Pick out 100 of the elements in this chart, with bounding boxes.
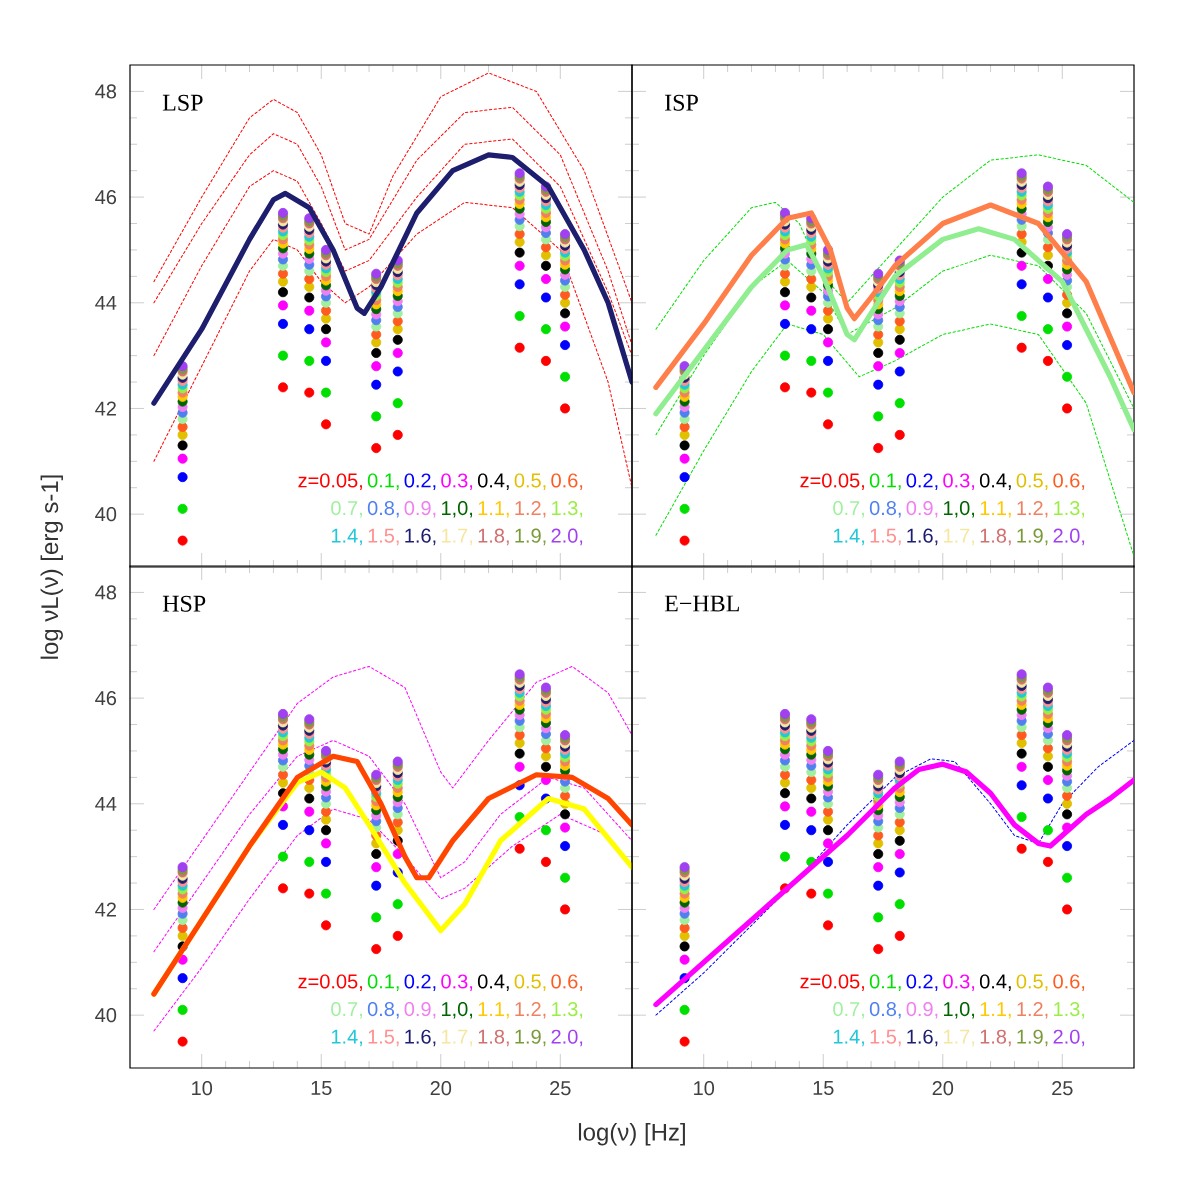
- y-tick-label: 42: [95, 401, 116, 416]
- text: 1.7,: [944, 1029, 975, 1047]
- text: 0.2,: [906, 473, 938, 490]
- text: 1.1,: [478, 501, 509, 518]
- y-tick-label: 48: [95, 585, 117, 600]
- y-tick-label: 48: [95, 84, 117, 99]
- text: 1.1,: [478, 1002, 509, 1019]
- text: 0.8,: [869, 1002, 901, 1019]
- y-tick-label: 42: [95, 902, 116, 917]
- x-tick-label: 10: [192, 1081, 213, 1096]
- text: 0.1,: [367, 974, 399, 991]
- text: 2.0,: [1053, 528, 1085, 546]
- text: 1.8,: [980, 528, 1011, 546]
- text: 2.0,: [551, 528, 583, 546]
- text: 1.5,: [870, 1029, 901, 1047]
- series-label: z=0.05,: [800, 473, 864, 490]
- text: 0.3,: [943, 473, 975, 490]
- text: 0.9,: [906, 1002, 938, 1019]
- text: 0.7,: [833, 1002, 864, 1019]
- x-tick-label: 20: [430, 1081, 452, 1096]
- text: E−HBL: [664, 595, 739, 612]
- text: 0.4,: [979, 974, 1011, 991]
- text: 1.6,: [907, 1029, 938, 1047]
- text: 0.8,: [367, 501, 399, 518]
- text: 0.5,: [514, 473, 546, 490]
- text: 0.6,: [1053, 473, 1085, 490]
- text: 0.3,: [441, 473, 473, 490]
- text: 1,0,: [944, 1002, 975, 1019]
- text: 0.6,: [551, 974, 583, 991]
- x-tick-label: 25: [550, 1081, 571, 1096]
- text: 0.7,: [331, 1002, 362, 1019]
- x-axis-title: log(ν) [Hz]: [578, 1123, 685, 1146]
- text: 0.2,: [404, 473, 436, 490]
- text: 1.6,: [405, 528, 436, 546]
- text: 1.2,: [1017, 501, 1048, 518]
- text: 1.7,: [442, 1029, 473, 1047]
- text: 0.1,: [869, 974, 901, 991]
- series-label: z=0.05,: [298, 974, 362, 991]
- text: 1,0,: [442, 501, 473, 518]
- text: 0.9,: [404, 501, 436, 518]
- text: 1.5,: [368, 528, 399, 546]
- text: 1.3,: [1054, 501, 1085, 518]
- x-tick-label: 15: [813, 1081, 834, 1096]
- text: 1.9,: [1017, 528, 1048, 546]
- text: 1.8,: [478, 1029, 509, 1047]
- text: 1.5,: [870, 528, 901, 546]
- text: 1.6,: [405, 1029, 436, 1047]
- series-label: z=0.05,: [298, 473, 362, 490]
- text: HSP: [162, 595, 206, 612]
- y-tick-label: 40: [95, 507, 117, 522]
- text: 0.8,: [869, 501, 901, 518]
- y-tick-label: 44: [95, 295, 117, 310]
- text: 1.7,: [442, 528, 473, 546]
- text: 1.5,: [368, 1029, 399, 1047]
- text: 1.3,: [552, 1002, 583, 1019]
- text: 0.6,: [1053, 974, 1085, 991]
- text: 2.0,: [551, 1029, 583, 1047]
- text: 1.3,: [552, 501, 583, 518]
- text: 0.4,: [477, 974, 509, 991]
- text: 1,0,: [442, 1002, 473, 1019]
- text: ISP: [665, 94, 698, 111]
- text: 1.6,: [907, 528, 938, 546]
- text: 0.7,: [331, 501, 362, 518]
- text: 1.4,: [833, 1029, 864, 1047]
- text: 1.8,: [980, 1029, 1011, 1047]
- text: 0.5,: [1016, 473, 1048, 490]
- text: 1.3,: [1054, 1002, 1085, 1019]
- x-tick-label: 10: [694, 1081, 715, 1096]
- text: 1,0,: [944, 501, 975, 518]
- text: 1.9,: [515, 528, 546, 546]
- text: 0.1,: [367, 473, 399, 490]
- text: 1.4,: [833, 528, 864, 546]
- text: 1.4,: [331, 1029, 362, 1047]
- x-tick-label: 15: [311, 1081, 332, 1096]
- text: 1.8,: [478, 528, 509, 546]
- text: 0.2,: [906, 974, 938, 991]
- text: 0.4,: [477, 473, 509, 490]
- text: 1.1,: [980, 501, 1011, 518]
- y-tick-label: 46: [95, 190, 117, 205]
- text: 1.9,: [515, 1029, 546, 1047]
- x-tick-label: 20: [932, 1081, 954, 1096]
- text: 0.9,: [906, 501, 938, 518]
- text: 0.8,: [367, 1002, 399, 1019]
- text: 0.7,: [833, 501, 864, 518]
- text: 0.2,: [404, 974, 436, 991]
- y-tick-label: 40: [95, 1008, 117, 1023]
- text: 1.4,: [331, 528, 362, 546]
- text: 0.5,: [1016, 974, 1048, 991]
- text: 0.5,: [514, 974, 546, 991]
- text: 0.9,: [404, 1002, 436, 1019]
- text: 1.2,: [515, 1002, 546, 1019]
- text: 1.1,: [980, 1002, 1011, 1019]
- text: 1.2,: [1017, 1002, 1048, 1019]
- y-tick-label: 46: [95, 691, 117, 706]
- text: 0.4,: [979, 473, 1011, 490]
- text: 0.6,: [551, 473, 583, 490]
- series-label: z=0.05,: [800, 974, 864, 991]
- text: 1.7,: [944, 528, 975, 546]
- text: 2.0,: [1053, 1029, 1085, 1047]
- text: 0.1,: [869, 473, 901, 490]
